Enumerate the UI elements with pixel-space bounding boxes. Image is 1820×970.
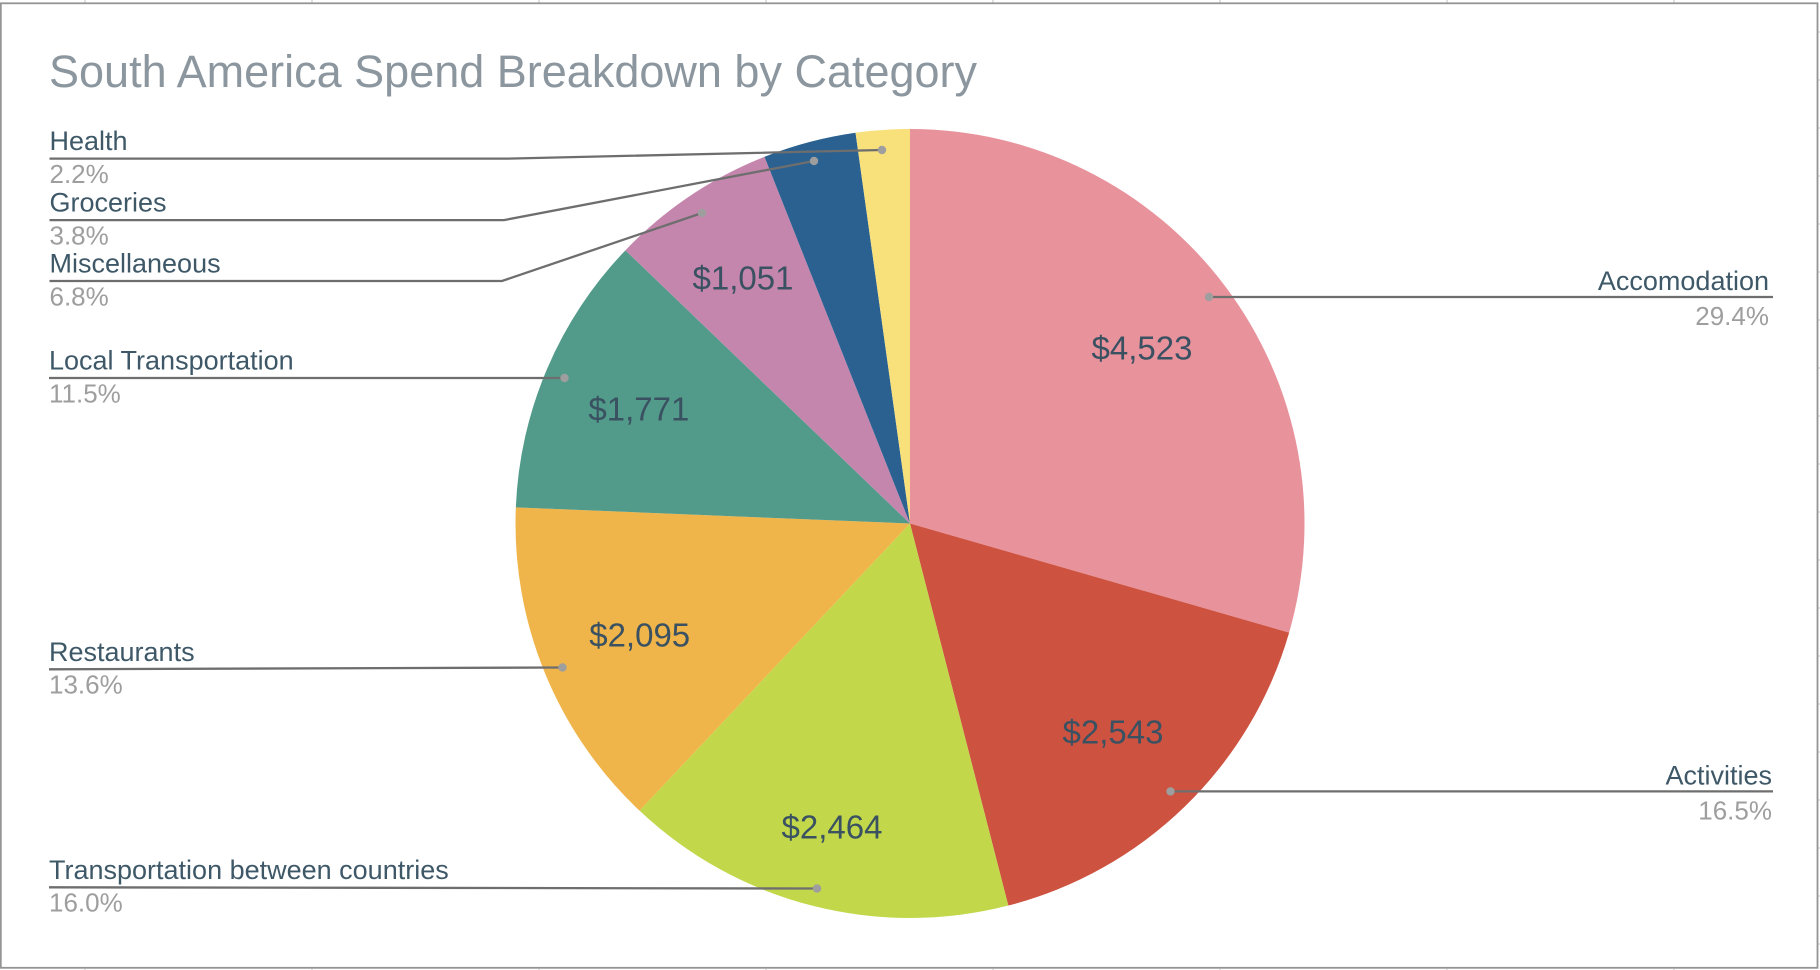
svg-text:$1,771: $1,771 [588, 391, 689, 428]
svg-text:16.5%: 16.5% [1698, 795, 1772, 825]
svg-text:16.0%: 16.0% [49, 888, 123, 918]
svg-text:$4,523: $4,523 [1092, 330, 1193, 367]
svg-text:$2,464: $2,464 [782, 809, 883, 846]
svg-text:Local Transportation: Local Transportation [49, 346, 294, 376]
svg-text:Activities: Activities [1665, 760, 1772, 790]
svg-text:6.8%: 6.8% [50, 281, 109, 311]
svg-text:$2,095: $2,095 [589, 616, 690, 653]
svg-text:2.2%: 2.2% [50, 159, 109, 189]
svg-text:South America Spend Breakdown: South America Spend Breakdown by Categor… [49, 46, 978, 97]
svg-text:Miscellaneous: Miscellaneous [50, 249, 221, 279]
svg-text:$2,543: $2,543 [1063, 714, 1164, 751]
svg-text:3.8%: 3.8% [50, 221, 109, 251]
svg-text:Accomodation: Accomodation [1598, 266, 1769, 296]
svg-text:Restaurants: Restaurants [49, 637, 195, 667]
svg-text:29.4%: 29.4% [1695, 301, 1769, 331]
svg-text:$1,051: $1,051 [693, 260, 794, 297]
svg-text:Health: Health [50, 126, 128, 156]
svg-text:Transportation between countri: Transportation between countries [49, 855, 449, 885]
svg-text:13.6%: 13.6% [49, 670, 123, 700]
svg-text:Groceries: Groceries [50, 188, 167, 218]
svg-text:11.5%: 11.5% [49, 378, 121, 408]
